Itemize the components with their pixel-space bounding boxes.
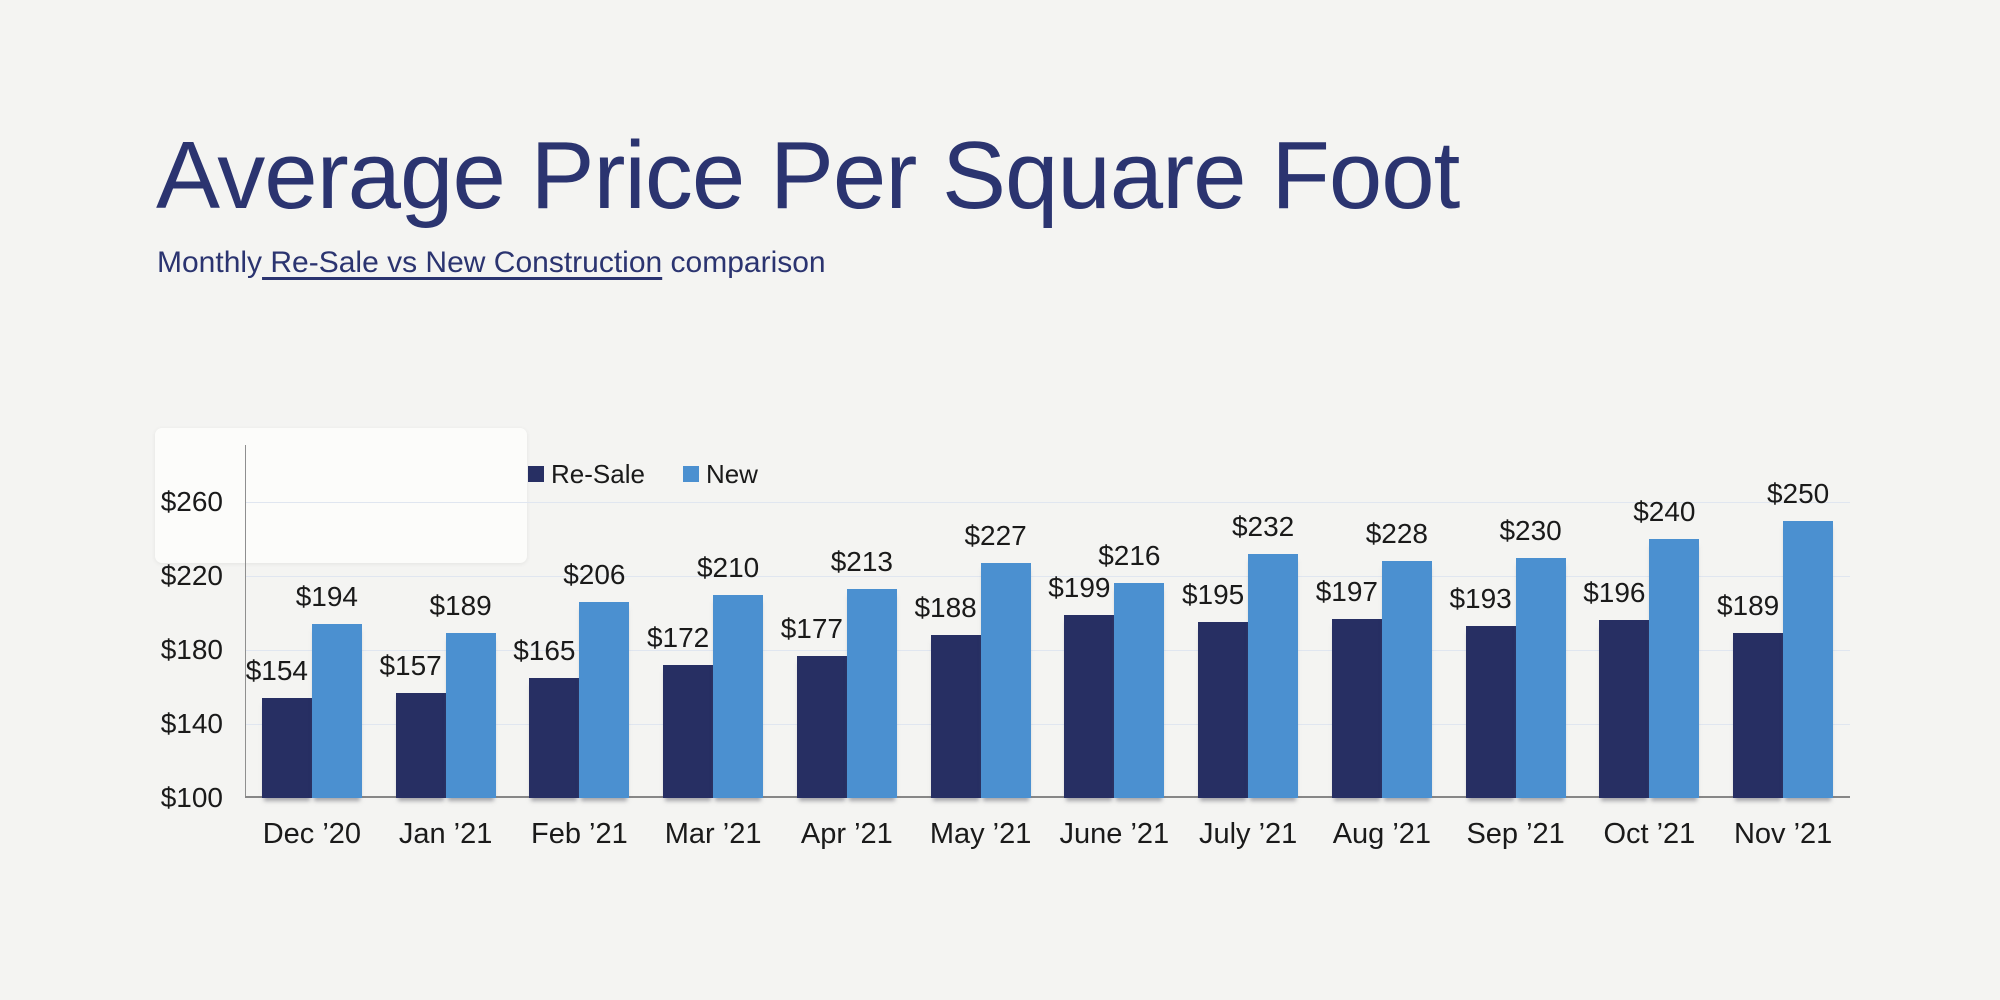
bar-re-sale: [663, 664, 714, 798]
bar-value-label: $250: [1766, 477, 1830, 509]
bar-value-label: $194: [295, 581, 359, 613]
bar-new: [1783, 520, 1834, 798]
bar-value-label: $199: [1048, 571, 1111, 603]
y-axis-label: $100: [160, 782, 223, 813]
x-axis-label: Aug ’21: [1332, 818, 1432, 850]
x-axis-label: Nov ’21: [1733, 818, 1833, 850]
legend-label-resale: Re-Sale: [551, 459, 645, 489]
bar-value-label: $196: [1583, 577, 1646, 609]
bar-value-label: $177: [780, 612, 844, 644]
bar-new: [311, 624, 362, 798]
legend-item-resale[interactable]: Re-Sale: [528, 459, 645, 489]
bar-new: [1381, 561, 1432, 798]
bar-value-label: $227: [964, 520, 1027, 552]
bar-value-label: $172: [646, 621, 710, 653]
bar-re-sale: [930, 635, 981, 798]
bar-re-sale: [1331, 618, 1382, 798]
bar-new: [1649, 539, 1700, 798]
page-subtitle: Monthly Re-Sale vs New Construction comp…: [157, 246, 826, 280]
bar-new: [579, 601, 630, 798]
bar-new: [846, 588, 897, 798]
x-axis-label: Oct ’21: [1603, 818, 1696, 850]
bar-re-sale: [261, 698, 312, 798]
subtitle-prefix: Monthly: [157, 246, 263, 279]
chart-legend: Re-Sale New: [528, 459, 758, 489]
bar-re-sale: [1599, 620, 1650, 798]
bar-value-label: $195: [1181, 579, 1245, 611]
y-axis-label: $180: [160, 634, 223, 665]
x-axis-label: July ’21: [1198, 818, 1298, 850]
bar-re-sale: [1465, 625, 1516, 798]
bar-value-label: $165: [513, 634, 576, 666]
bar-re-sale: [1733, 633, 1784, 798]
bar-new: [713, 594, 764, 798]
bar-value-label: $154: [245, 655, 309, 687]
y-axis-label: $140: [160, 708, 223, 739]
bar-value-label: $210: [696, 551, 760, 583]
x-axis-label: June ’21: [1059, 818, 1170, 850]
bar-value-label: $189: [1716, 590, 1780, 622]
y-axis-label: $220: [160, 560, 223, 591]
bar-new: [1114, 583, 1165, 798]
bar-value-label: $216: [1098, 540, 1161, 572]
bar-re-sale: [1064, 614, 1115, 798]
legend-swatch-new: [682, 466, 699, 482]
x-axis-label: Feb ’21: [531, 818, 628, 850]
gridline: [246, 724, 1850, 725]
subtitle-link[interactable]: Re-Sale vs New Construction: [262, 246, 663, 279]
gridline: [246, 650, 1850, 651]
bar-re-sale: [796, 655, 847, 798]
bar-value-label: $206: [563, 558, 626, 590]
x-axis-label: Apr ’21: [800, 818, 893, 850]
bar-re-sale: [1198, 622, 1249, 798]
bar-new: [980, 563, 1031, 798]
x-axis-line: [245, 796, 1850, 798]
x-axis-label: May ’21: [929, 818, 1032, 850]
bar-new: [1515, 557, 1566, 798]
bar-re-sale: [395, 692, 446, 798]
y-axis-line: [245, 445, 246, 797]
bar-value-label: $188: [914, 592, 977, 624]
bar-value-label: $197: [1315, 575, 1379, 607]
subtitle-suffix: comparison: [662, 246, 826, 279]
x-axis-label: Sep ’21: [1466, 818, 1565, 850]
bar-re-sale: [529, 677, 580, 798]
y-axis-label: $260: [160, 486, 223, 517]
legend-swatch-resale: [528, 466, 544, 482]
bar-value-label: $230: [1499, 514, 1562, 546]
bar-new: [1248, 553, 1299, 798]
bar-value-label: $193: [1449, 582, 1512, 614]
gridline: [246, 502, 1850, 503]
bar-value-label: $213: [830, 545, 894, 577]
x-axis-label: Dec ’20: [262, 818, 362, 850]
x-axis-label: Mar ’21: [664, 818, 762, 850]
bar-value-label: $228: [1365, 518, 1429, 550]
bar-value-label: $157: [379, 649, 442, 681]
legend-item-new[interactable]: New: [682, 459, 758, 489]
legend-label-new: New: [705, 459, 758, 489]
gridline: [246, 576, 1850, 577]
background-card: [155, 428, 527, 563]
bar-value-label: $240: [1633, 496, 1696, 527]
bar-value-label: $189: [429, 590, 492, 622]
bar-value-label: $232: [1231, 510, 1295, 542]
bar-new: [445, 633, 496, 798]
page-title: Average Price Per Square Foot: [156, 122, 1460, 229]
x-axis-label: Jan ’21: [398, 818, 493, 850]
